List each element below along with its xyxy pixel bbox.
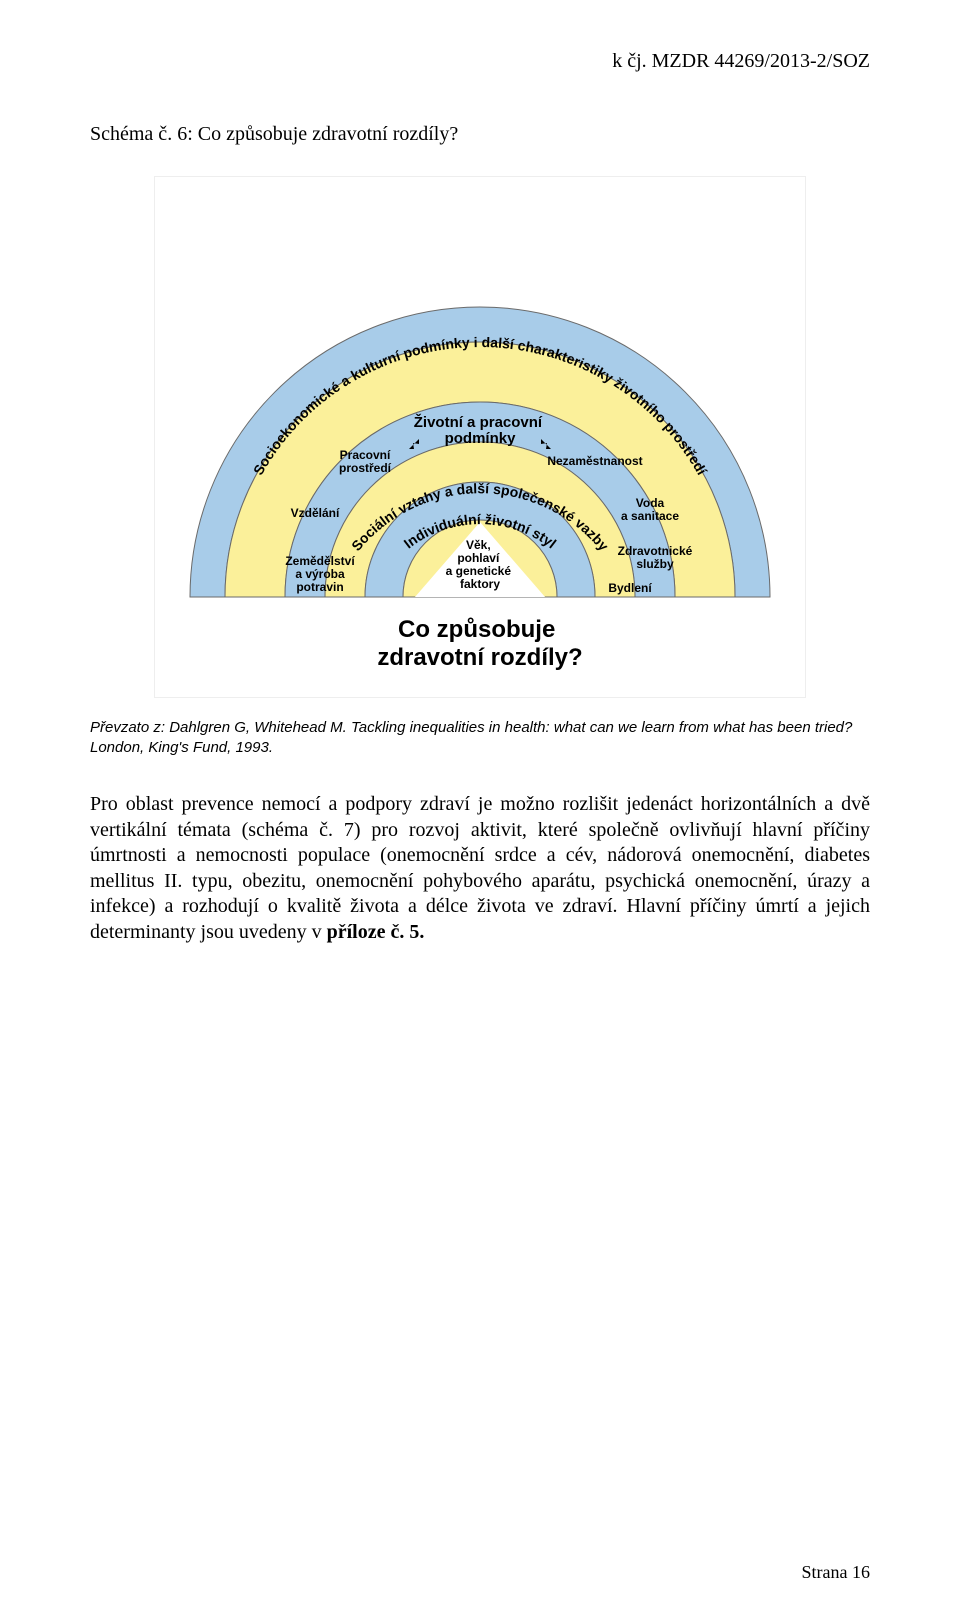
body-paragraph: Pro oblast prevence nemocí a podpory zdr… bbox=[90, 792, 870, 946]
item-vzdelani: Vzdělání bbox=[291, 506, 340, 520]
appendix-ref: příloze č. 5. bbox=[327, 921, 425, 943]
item-pracovni-prostredi: Pracovníprostředí bbox=[339, 448, 392, 475]
item-bydleni: Bydlení bbox=[608, 581, 652, 595]
figure-citation: Převzato z: Dahlgren G, Whitehead M. Tac… bbox=[90, 718, 870, 757]
header-reference: k čj. MZDR 44269/2013-2/SOZ bbox=[90, 50, 870, 73]
figure-caption: Schéma č. 6: Co způsobuje zdravotní rozd… bbox=[90, 123, 870, 146]
item-nezamestnanost: Nezaměstnanost bbox=[547, 454, 642, 468]
document-page: k čj. MZDR 44269/2013-2/SOZ Schéma č. 6:… bbox=[0, 0, 960, 1613]
page-number: Strana 16 bbox=[802, 1562, 870, 1583]
rainbow-diagram: Socioekonomické a kulturní podmínky i da… bbox=[154, 176, 806, 698]
diagram-title: Co způsobuje zdravotní rozdíly? bbox=[377, 616, 582, 671]
